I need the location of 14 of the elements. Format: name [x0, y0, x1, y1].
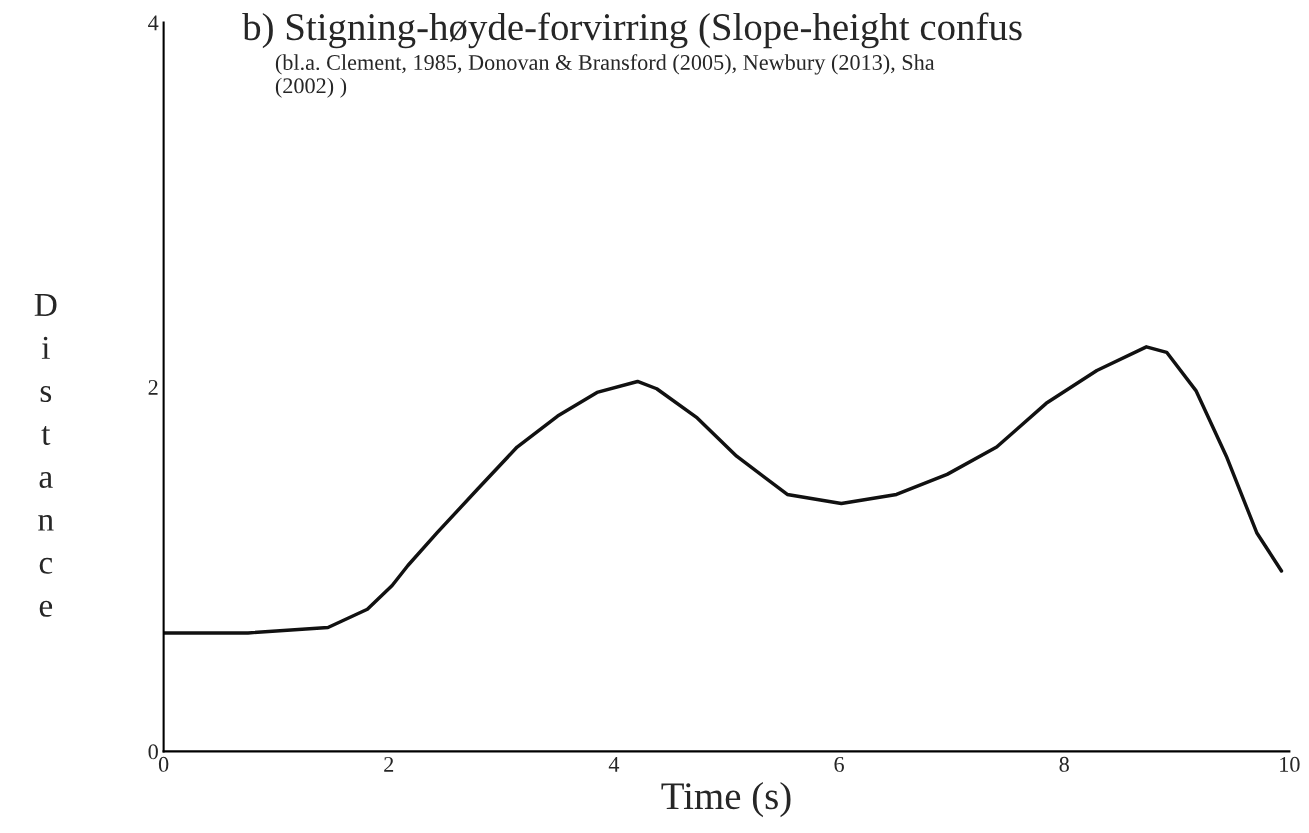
y-tick-label: 4	[148, 15, 159, 31]
y-axis-title: Distance	[34, 294, 57, 617]
text: (bl.a. Clement, 1985, Donovan & Bransford (2005), Newbury (2013), Sha (2002) )	[275, 54, 935, 98]
x-tick-label: 4	[608, 757, 620, 772]
x-tick-label: 8	[1059, 756, 1069, 772]
line-series	[163, 345, 1284, 635]
x-tick-label: 2	[384, 756, 394, 772]
x-tick-label: 6	[834, 756, 844, 772]
x-tick-label: 0	[158, 756, 169, 772]
x-axis-title: Time (s)	[661, 781, 791, 818]
chart-title: b) Stigning-høyde-forvirring (Slope-height confus	[242, 12, 1022, 49]
y-tick-label: 2	[148, 379, 158, 395]
x-tick-label: 10	[1280, 756, 1300, 772]
y-tick-label: 0	[148, 744, 158, 760]
